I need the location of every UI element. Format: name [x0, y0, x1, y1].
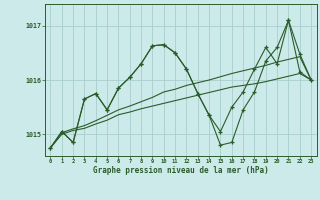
- X-axis label: Graphe pression niveau de la mer (hPa): Graphe pression niveau de la mer (hPa): [93, 166, 269, 175]
